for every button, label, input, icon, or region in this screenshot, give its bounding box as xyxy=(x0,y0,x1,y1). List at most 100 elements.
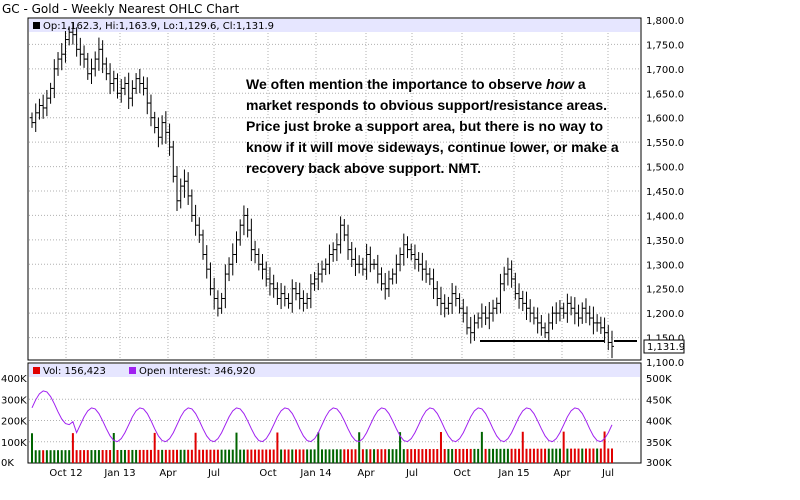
volume-bar xyxy=(321,449,323,463)
ohlc-bar xyxy=(249,218,254,262)
volume-bar xyxy=(131,449,134,463)
chart-annotation: We often mention the importance to obser… xyxy=(246,74,626,179)
price-tick-label: 1,600.0 xyxy=(646,114,684,125)
volume-bar xyxy=(402,449,405,463)
price-tick-label: 1,750.0 xyxy=(646,40,684,51)
ohlc-bar xyxy=(100,40,105,74)
volume-bar xyxy=(332,449,335,463)
x-tick-label: Oct xyxy=(453,468,470,479)
ohlc-bar xyxy=(539,314,544,336)
ohlc-bar xyxy=(223,264,228,309)
ohlc-bar xyxy=(360,257,365,276)
ohlc-bar xyxy=(405,236,410,259)
ohlc-bar xyxy=(293,281,298,301)
ohlc-bar xyxy=(334,233,339,262)
volume-bar xyxy=(399,432,402,463)
x-tick-label: Jan 15 xyxy=(497,468,529,479)
ohlc-bar xyxy=(85,52,90,80)
volume-bar xyxy=(283,449,286,463)
ohlc-bar xyxy=(591,306,596,335)
ohlc-bar xyxy=(197,217,202,243)
ohlc-bar xyxy=(52,59,57,99)
ohlc-bar xyxy=(416,252,421,272)
ohlc-bar xyxy=(453,285,458,307)
last-price-label: 1,131.9 xyxy=(647,342,685,353)
ohlc-bar xyxy=(189,189,194,222)
ohlc-bar xyxy=(171,140,176,183)
ohlc-bar xyxy=(82,45,87,68)
volume-bar xyxy=(123,449,126,463)
volume-bar xyxy=(361,449,364,463)
ohlc-bar xyxy=(305,292,310,309)
volume-bar xyxy=(120,449,123,463)
ohlc-bar xyxy=(78,37,83,66)
price-tick-label: 1,700.0 xyxy=(646,65,684,76)
volume-bar xyxy=(462,448,465,463)
ohlc-bar xyxy=(394,254,399,284)
volume-bar xyxy=(254,449,257,463)
ohlc-bar xyxy=(141,76,146,96)
volume-bar xyxy=(573,448,576,463)
volume-bar xyxy=(79,450,82,463)
volume-bar xyxy=(231,449,234,463)
ohlc-bar xyxy=(227,257,232,282)
ohlc-bar xyxy=(48,82,53,104)
volume-bar xyxy=(213,449,216,463)
ohlc-bar xyxy=(412,244,417,270)
oi-tick-label: 350K xyxy=(646,438,672,449)
ohlc-bar xyxy=(267,267,272,296)
ohlc-bar xyxy=(502,266,507,292)
ohlc-bar xyxy=(472,314,477,341)
volume-bar xyxy=(306,449,309,463)
ohlc-bar xyxy=(364,243,369,280)
volume-bar xyxy=(205,449,208,463)
price-tick-label: 1,650.0 xyxy=(646,89,684,100)
ohlc-bar xyxy=(308,274,313,309)
volume-bar xyxy=(406,449,409,463)
oi-tick-label: 500K xyxy=(646,374,672,385)
volume-bar xyxy=(328,449,331,463)
volume-bar xyxy=(599,448,602,463)
volume-bar xyxy=(503,448,506,463)
volume-bar xyxy=(350,449,353,463)
ohlc-bar xyxy=(204,245,209,279)
volume-bar xyxy=(581,448,584,463)
volume-bar xyxy=(447,448,450,463)
volume-axis-right: 300K 350K 400K 450K 500K xyxy=(646,374,672,469)
volume-bar xyxy=(246,449,249,463)
x-axis: Oct 12 Jan 13 Apr Jul Oct Jan 14 Apr Jul Oct Jan … xyxy=(49,468,614,479)
ohlc-bar xyxy=(297,282,302,310)
annotation-text-2: a market responds to obvious support/res… xyxy=(246,76,619,176)
ohlc-bar xyxy=(115,73,120,99)
ohlc-bar xyxy=(253,240,258,264)
volume-bar xyxy=(384,449,387,463)
ohlc-bar xyxy=(230,243,235,276)
ohlc-bar xyxy=(37,98,42,120)
volume-bar xyxy=(105,450,108,463)
volume-bar xyxy=(216,449,219,463)
ohlc-bar xyxy=(602,317,607,343)
last-price-box xyxy=(643,339,685,354)
x-tick-label: Jan 14 xyxy=(299,468,331,479)
volume-bar xyxy=(413,449,416,463)
ohlc-bar xyxy=(234,231,239,264)
price-legend-swatch xyxy=(33,22,40,29)
volume-bar xyxy=(276,432,279,463)
ohlc-bar xyxy=(353,247,358,277)
price-tick-label: 1,150.0 xyxy=(646,334,684,345)
ohlc-bar xyxy=(331,242,336,262)
ohlc-bar xyxy=(513,272,518,300)
x-tick-label: Apr xyxy=(357,468,375,479)
volume-bar xyxy=(551,448,554,463)
ohlc-bar xyxy=(606,325,611,351)
ohlc-bar xyxy=(583,298,588,324)
volume-bar xyxy=(570,448,573,463)
ohlc-bar xyxy=(424,260,429,283)
volume-bar xyxy=(291,449,294,463)
ohlc-bar xyxy=(531,306,536,325)
volume-bar xyxy=(298,449,301,463)
volume-tick-label: 100K xyxy=(1,438,27,449)
volume-bar xyxy=(60,450,63,463)
ohlc-bar xyxy=(431,268,436,299)
